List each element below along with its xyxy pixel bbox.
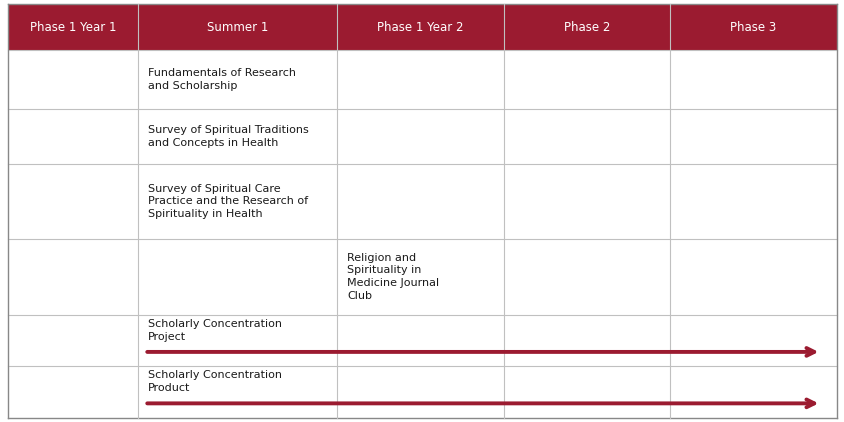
Text: Phase 1 Year 1: Phase 1 Year 1 bbox=[30, 21, 116, 34]
Text: Survey of Spiritual Care
Practice and the Research of
Spirituality in Health: Survey of Spiritual Care Practice and th… bbox=[148, 184, 307, 219]
Text: Summer 1: Summer 1 bbox=[207, 21, 268, 34]
Text: Religion and
Spirituality in
Medicine Journal
Club: Religion and Spirituality in Medicine Jo… bbox=[347, 252, 439, 301]
Text: Fundamentals of Research
and Scholarship: Fundamentals of Research and Scholarship bbox=[148, 68, 295, 91]
Text: Phase 1 Year 2: Phase 1 Year 2 bbox=[376, 21, 463, 34]
Text: Survey of Spiritual Traditions
and Concepts in Health: Survey of Spiritual Traditions and Conce… bbox=[148, 125, 308, 148]
Text: Scholarly Concentration
Project: Scholarly Concentration Project bbox=[148, 319, 282, 342]
Bar bbox=[8, 4, 836, 50]
Text: Phase 2: Phase 2 bbox=[563, 21, 609, 34]
Text: Scholarly Concentration
Product: Scholarly Concentration Product bbox=[148, 371, 282, 393]
Text: Phase 3: Phase 3 bbox=[729, 21, 776, 34]
